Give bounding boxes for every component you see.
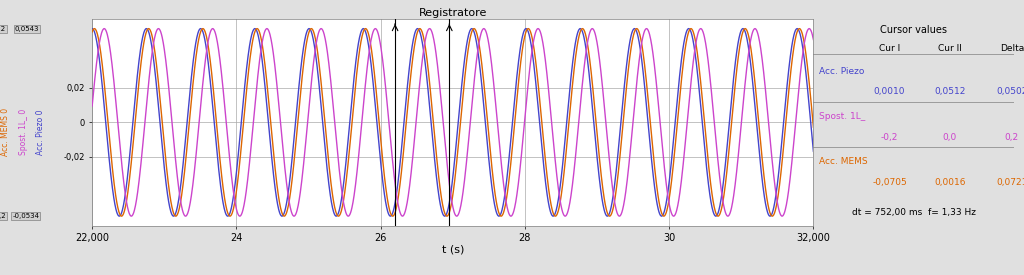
Title: Registratore: Registratore	[419, 9, 487, 18]
Text: 0,0512: 0,0512	[934, 87, 966, 96]
Text: Cur II: Cur II	[938, 44, 962, 53]
Text: Acc. Piezo 0: Acc. Piezo 0	[37, 109, 45, 155]
Text: Acc. MEMS: Acc. MEMS	[819, 157, 868, 166]
X-axis label: t (s): t (s)	[441, 244, 464, 255]
Text: -0,0705: -0,0705	[872, 178, 907, 187]
Text: 0,2: 0,2	[0, 26, 6, 32]
Text: 0,0016: 0,0016	[934, 178, 966, 187]
Text: Spost. 1L_ 0: Spost. 1L_ 0	[19, 109, 28, 155]
Text: -0,2: -0,2	[881, 133, 898, 142]
Text: -0,2: -0,2	[0, 213, 6, 219]
Text: Acc. Piezo: Acc. Piezo	[819, 67, 865, 76]
Text: dt = 752,00 ms  f= 1,33 Hz: dt = 752,00 ms f= 1,33 Hz	[852, 208, 976, 217]
Text: 0,0721: 0,0721	[996, 178, 1024, 187]
Text: Spost. 1L_: Spost. 1L_	[819, 112, 865, 121]
Text: -0,0534: -0,0534	[12, 213, 39, 219]
Text: Delta: Delta	[999, 44, 1024, 53]
Text: 0,0543: 0,0543	[15, 26, 39, 32]
Text: Acc. MEMS 0: Acc. MEMS 0	[1, 108, 9, 156]
Text: Cursor values: Cursor values	[880, 26, 947, 35]
Text: 0,0010: 0,0010	[873, 87, 905, 96]
Text: 0,0502: 0,0502	[996, 87, 1024, 96]
Text: 0,0: 0,0	[942, 133, 956, 142]
Text: Cur I: Cur I	[879, 44, 900, 53]
Text: 0,2: 0,2	[1005, 133, 1019, 142]
